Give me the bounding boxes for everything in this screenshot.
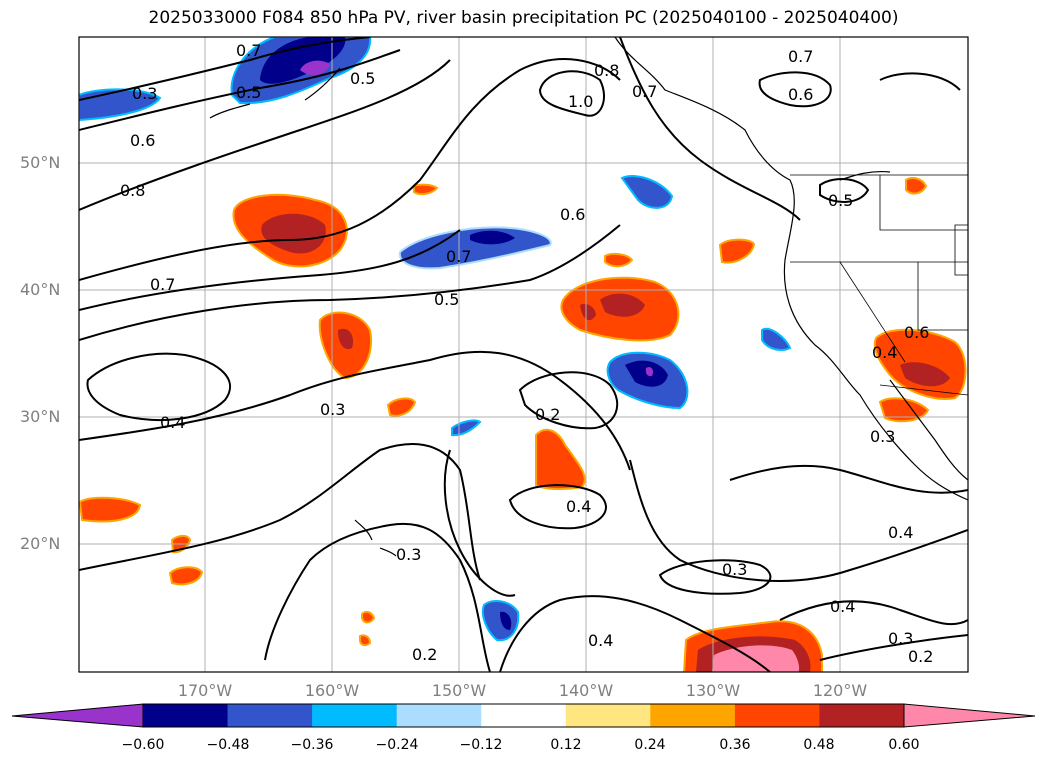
colorbar-segment — [396, 704, 482, 727]
contour-label: 0.3 — [396, 545, 421, 564]
lon-label: 130°W — [685, 681, 741, 700]
contour-label: 0.4 — [830, 597, 855, 616]
lat-label: 50°N — [20, 153, 61, 172]
coastlines — [209, 37, 968, 557]
colorbar-tick-label: −0.36 — [290, 737, 334, 753]
contour-label: 0.7 — [446, 247, 471, 266]
colorbar-tick-label: −0.24 — [375, 737, 419, 753]
colorbar-tick-label: −0.12 — [459, 737, 503, 753]
lon-label: 150°W — [431, 681, 487, 700]
lat-label: 20°N — [20, 534, 61, 553]
lat-label: 30°N — [20, 407, 61, 426]
map-frame — [78, 36, 969, 673]
colorbar — [11, 703, 1036, 728]
contour-label: 0.7 — [150, 275, 175, 294]
contour-label: 0.2 — [908, 647, 933, 666]
lon-label: 170°W — [177, 681, 233, 700]
contour-label: 0.6 — [904, 323, 929, 342]
colorbar-tick-label: −0.60 — [121, 737, 165, 753]
contour-label: 0.7 — [236, 41, 261, 60]
colorbar-tick-label: 0.48 — [803, 737, 835, 753]
contour-label: 1.0 — [568, 92, 593, 111]
contour-label: 0.2 — [535, 405, 560, 424]
contour-label: 0.4 — [872, 343, 897, 362]
map-gridlines — [79, 37, 968, 672]
contour-label: 0.5 — [828, 191, 853, 210]
lat-label: 40°N — [20, 280, 61, 299]
precip-shading — [79, 37, 967, 672]
colorbar-right-extension — [903, 703, 1036, 728]
colorbar-tick-label: 0.12 — [550, 737, 582, 753]
contour-label: 0.6 — [788, 85, 813, 104]
contour-label: 0.7 — [632, 82, 657, 101]
contour-label: 0.3 — [320, 400, 345, 419]
contour-label: 0.3 — [870, 427, 895, 446]
contour-label: 0.6 — [130, 131, 155, 150]
colorbar-left-extension — [11, 703, 144, 728]
contour-label: 0.5 — [350, 69, 375, 88]
lon-label: 160°W — [304, 681, 360, 700]
colorbar-segment — [143, 704, 229, 727]
contour-label: 0.6 — [560, 205, 585, 224]
contour-label: 0.3 — [132, 84, 157, 103]
colorbar-segment — [227, 704, 313, 727]
contour-label: 0.5 — [434, 290, 459, 309]
contour-label-layer: 0.3 0.6 0.8 0.7 0.4 0.3 0.5 0.5 0.6 0.7 … — [120, 41, 933, 666]
contour-label: 0.3 — [722, 560, 747, 579]
political-borders — [790, 174, 968, 396]
colorbar-frame — [142, 703, 905, 728]
map-plot-area — [79, 37, 968, 672]
contour-label: 0.8 — [120, 181, 145, 200]
contour-label: 0.8 — [594, 61, 619, 80]
colorbar-tick-label: 0.24 — [634, 737, 666, 753]
lon-label: 140°W — [558, 681, 614, 700]
pv-contours — [79, 37, 968, 672]
colorbar-segment — [650, 704, 736, 727]
contour-label: 0.4 — [566, 497, 591, 516]
contour-label: 0.4 — [588, 631, 613, 650]
contour-label: 0.4 — [888, 523, 913, 542]
lon-label: 120°W — [812, 681, 868, 700]
colorbar-segments — [143, 704, 905, 727]
contour-label: 0.4 — [160, 413, 185, 432]
colorbar-segment — [481, 704, 567, 727]
colorbar-tick-label: −0.48 — [206, 737, 250, 753]
colorbar-segment — [819, 704, 905, 727]
colorbar-segment — [565, 704, 651, 727]
map-title: 2025033000 F084 850 hPa PV, river basin … — [148, 8, 899, 28]
colorbar-segment — [312, 704, 398, 727]
contour-label: 0.3 — [888, 629, 913, 648]
colorbar-tick-label: 0.36 — [719, 737, 751, 753]
colorbar-tick-label: 0.60 — [888, 737, 920, 753]
colorbar-segment — [734, 704, 820, 727]
contour-label: 0.7 — [788, 47, 813, 66]
contour-label: 0.2 — [412, 645, 437, 664]
contour-label: 0.5 — [236, 83, 261, 102]
